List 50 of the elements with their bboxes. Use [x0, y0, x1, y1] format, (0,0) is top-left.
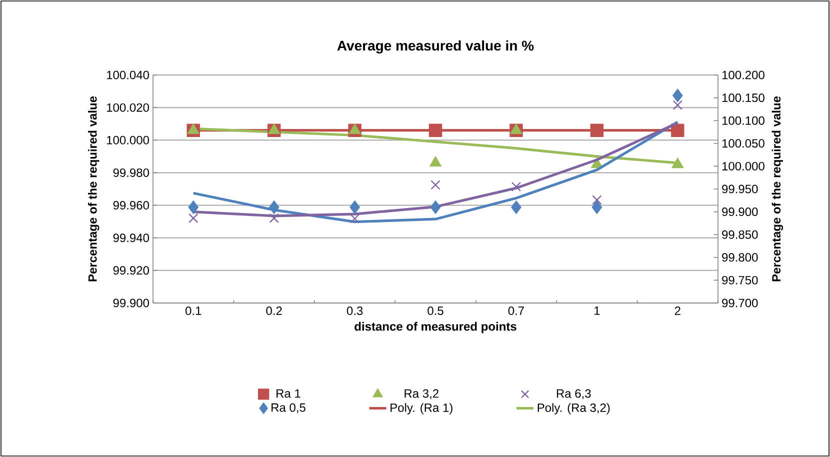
chart-title: Average measured value in %: [337, 40, 534, 54]
point: [188, 213, 198, 224]
y-tick-label: 99.900: [113, 298, 150, 308]
y2-tick-label: 100.200: [722, 70, 764, 80]
legend-label: Ra 6,3: [556, 389, 591, 400]
point: [672, 100, 682, 110]
point: [511, 200, 522, 214]
point: [350, 214, 360, 224]
legend-label: Ra 3,2: [404, 389, 438, 400]
legend-label: Poly. (Ra 1): [390, 403, 452, 414]
x-tick-label: 0.5: [428, 306, 444, 316]
y2-tick-label: 99.700: [722, 298, 758, 308]
y2-tick-label: 100.050: [722, 139, 764, 148]
point: [350, 200, 360, 214]
y2-tick-label: 99.950: [722, 184, 758, 194]
point: [672, 88, 683, 102]
y-tick-label: 100.000: [107, 136, 150, 144]
y-tick-label: 99.960: [113, 201, 150, 210]
point: [592, 200, 602, 214]
point: [269, 213, 279, 224]
legend-label: Poly. (Ra 3,2): [538, 403, 610, 414]
y2-tick-label: 99.800: [722, 253, 758, 262]
x-tick-label: 0.2: [266, 306, 282, 316]
x-tick-label: 2: [674, 306, 680, 315]
y-tick-label: 99.940: [113, 234, 150, 242]
point: [592, 195, 602, 205]
y-tick-label: 100.020: [107, 103, 150, 112]
y2-tick-label: 99.850: [722, 230, 758, 239]
y-tick-label: 100.040: [107, 70, 150, 80]
point: [268, 200, 280, 214]
y2-tick-label: 100.000: [722, 162, 764, 170]
y2-axis-title: Percentage of the required value: [772, 96, 783, 282]
y2-tick-label: 99.750: [722, 276, 758, 284]
legend-label: Ra 0,5: [272, 403, 306, 414]
y-axis-title: Percentage of the required value: [88, 96, 100, 282]
legend-label: Ra 1: [276, 389, 300, 398]
y2-tick-label: 99.900: [722, 208, 758, 216]
y-tick-label: 99.920: [113, 266, 150, 275]
y2-tick-label: 100.150: [722, 94, 764, 102]
y-tick-label: 99.980: [113, 168, 150, 177]
x-axis-title: distance of measured points: [354, 322, 516, 334]
point: [430, 180, 440, 190]
x-tick-label: 0.1: [185, 306, 202, 316]
x-tick-label: 0.7: [508, 306, 524, 316]
y2-tick-label: 100.100: [722, 116, 764, 125]
point: [511, 182, 522, 192]
point: [188, 200, 198, 214]
x-tick-label: 0.3: [346, 306, 363, 316]
x-tick-label: 1: [594, 306, 600, 315]
point: [430, 200, 441, 214]
